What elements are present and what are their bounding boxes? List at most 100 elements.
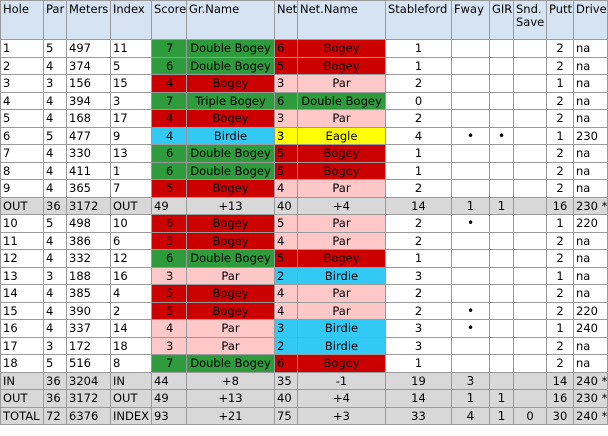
table-row: 15 4 390 2 5 Bogey 4 Par 2 • 2 220 <box>0 301 608 320</box>
cell-net-name: -1 <box>297 371 386 390</box>
cell-putt: 16 <box>546 389 574 408</box>
header-drive: Drive <box>573 0 608 40</box>
cell-score: 5 <box>151 284 187 303</box>
cell-gr-name: Double Bogey <box>186 56 275 75</box>
cell-gr-name: Double Bogey <box>186 161 275 180</box>
cell-fway <box>451 284 490 303</box>
cell-gr-name: Bogey <box>186 109 275 128</box>
cell-par: 4 <box>43 179 67 198</box>
cell-score: 6 <box>151 56 187 75</box>
cell-gir <box>489 301 514 320</box>
cell-hole: 9 <box>0 179 44 198</box>
cell-drive: na <box>573 74 608 93</box>
cell-drive: 240 * <box>573 406 608 425</box>
cell-drive: na <box>573 144 608 163</box>
cell-score: 5 <box>151 231 187 250</box>
cell-snd-save <box>513 301 547 320</box>
cell-putt: 2 <box>546 91 574 110</box>
cell-index: 9 <box>110 126 152 145</box>
cell-drive: na <box>573 161 608 180</box>
cell-drive: 230 * <box>573 196 608 215</box>
cell-net: 3 <box>274 109 298 128</box>
cell-index: 17 <box>110 109 152 128</box>
cell-putt: 30 <box>546 406 574 425</box>
cell-par: 72 <box>43 406 67 425</box>
cell-meters: 332 <box>66 249 111 268</box>
cell-drive: 230 <box>573 126 608 145</box>
cell-stableford: 2 <box>385 231 452 250</box>
cell-hole: 13 <box>0 266 44 285</box>
cell-gr-name: +13 <box>186 389 275 408</box>
cell-fway: 1 <box>451 389 490 408</box>
cell-gir <box>489 231 514 250</box>
cell-index: 14 <box>110 319 152 338</box>
cell-index: 3 <box>110 91 152 110</box>
cell-par: 36 <box>43 196 67 215</box>
cell-par: 36 <box>43 389 67 408</box>
table-row: 2 4 374 5 6 Double Bogey 5 Bogey 1 2 na <box>0 56 608 75</box>
cell-index: 11 <box>110 39 152 58</box>
cell-stableford: 33 <box>385 406 452 425</box>
cell-drive: na <box>573 91 608 110</box>
cell-hole: OUT <box>0 389 44 408</box>
cell-fway <box>451 39 490 58</box>
header-score: Score <box>151 0 187 40</box>
cell-net: 4 <box>274 284 298 303</box>
cell-index: 1 <box>110 161 152 180</box>
cell-net: 5 <box>274 214 298 233</box>
cell-net: 6 <box>274 39 298 58</box>
cell-hole: 14 <box>0 284 44 303</box>
cell-meters: 3172 <box>66 389 111 408</box>
header-index: Index <box>110 0 152 40</box>
cell-meters: 337 <box>66 319 111 338</box>
cell-gir: 1 <box>489 196 514 215</box>
cell-snd-save <box>513 91 547 110</box>
cell-net: 35 <box>274 371 298 390</box>
cell-hole: 8 <box>0 161 44 180</box>
cell-par: 5 <box>43 126 67 145</box>
cell-par: 5 <box>43 354 67 373</box>
table-row: 10 5 498 10 6 Bogey 5 Par 2 • 1 220 <box>0 214 608 233</box>
cell-net-name: +4 <box>297 389 386 408</box>
cell-snd-save <box>513 354 547 373</box>
cell-hole: 7 <box>0 144 44 163</box>
cell-net: 4 <box>274 179 298 198</box>
cell-putt: 2 <box>546 354 574 373</box>
cell-net-name: Bogey <box>297 249 386 268</box>
cell-putt: 2 <box>546 109 574 128</box>
cell-net-name: Eagle <box>297 126 386 145</box>
header-stableford: Stableford <box>385 0 452 40</box>
cell-hole: 2 <box>0 56 44 75</box>
cell-meters: 498 <box>66 214 111 233</box>
cell-gir <box>489 266 514 285</box>
cell-fway <box>451 336 490 355</box>
cell-drive: na <box>573 266 608 285</box>
cell-net-name: Par <box>297 74 386 93</box>
cell-net-name: Double Bogey <box>297 91 386 110</box>
cell-fway <box>451 249 490 268</box>
cell-score: 3 <box>151 266 187 285</box>
table-row: 4 4 394 3 7 Triple Bogey 6 Double Bogey 0 2 na <box>0 91 608 110</box>
cell-meters: 477 <box>66 126 111 145</box>
cell-meters: 374 <box>66 56 111 75</box>
cell-hole: 18 <box>0 354 44 373</box>
cell-net: 2 <box>274 336 298 355</box>
cell-snd-save <box>513 126 547 145</box>
cell-snd-save: 0 <box>513 406 547 425</box>
cell-meters: 330 <box>66 144 111 163</box>
cell-par: 3 <box>43 336 67 355</box>
cell-index: 10 <box>110 214 152 233</box>
cell-putt: 2 <box>546 231 574 250</box>
cell-putt: 14 <box>546 371 574 390</box>
cell-drive: na <box>573 231 608 250</box>
summary-row: OUT 36 3172 OUT 49 +13 40 +4 14 1 1 16 230 * <box>0 196 608 215</box>
table-row: 17 3 172 18 3 Par 2 Birdie 3 2 na <box>0 336 608 355</box>
cell-net-name: Bogey <box>297 161 386 180</box>
cell-net-name: +4 <box>297 196 386 215</box>
header-meters: Meters <box>66 0 111 40</box>
cell-hole: 6 <box>0 126 44 145</box>
table-row: 11 4 386 6 5 Bogey 4 Par 2 2 na <box>0 231 608 250</box>
cell-hole: 11 <box>0 231 44 250</box>
cell-gr-name: Double Bogey <box>186 144 275 163</box>
cell-hole: 4 <box>0 91 44 110</box>
